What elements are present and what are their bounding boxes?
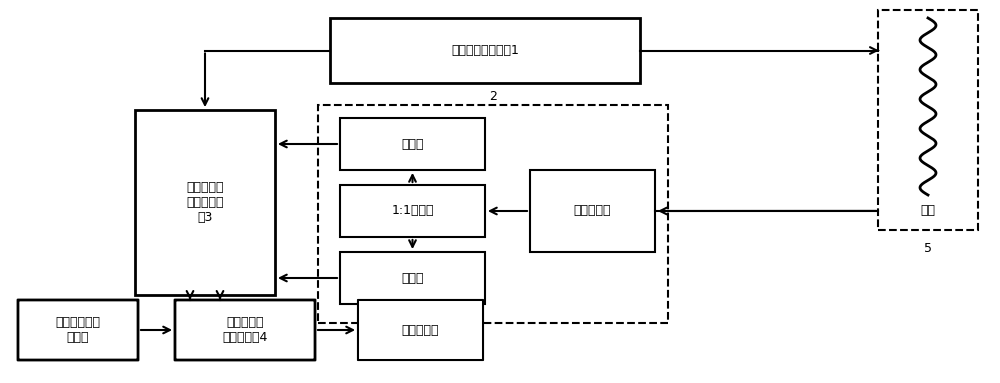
Bar [135,110,275,295]
FancyBboxPatch shape [175,300,315,360]
Text: 探测器: 探测器 [401,272,424,285]
Text: 1:1分束器: 1:1分束器 [391,205,434,218]
Text: 双通道时间
间隔测量单
元3: 双通道时间 间隔测量单 元3 [186,181,224,224]
Text: 脉冲激光发射单元1: 脉冲激光发射单元1 [451,44,519,57]
Text: 5: 5 [924,242,932,254]
FancyBboxPatch shape [18,300,138,360]
Bar [330,18,640,83]
Text: 目标: 目标 [920,203,936,216]
Bar [340,118,485,170]
Bar [318,105,668,323]
Text: 光接收组件: 光接收组件 [574,205,611,218]
Bar [340,185,485,237]
Text: 二维互相关
距离估计器4: 二维互相关 距离估计器4 [222,316,268,344]
Text: 探测器: 探测器 [401,137,424,151]
Text: 2: 2 [489,90,497,103]
Text: 系统仪器响应
函数组: 系统仪器响应 函数组 [56,316,100,344]
Text: 距离估计值: 距离估计值 [402,324,439,337]
Bar [878,10,978,230]
Bar [530,170,655,252]
Bar [340,252,485,304]
FancyBboxPatch shape [358,300,483,360]
